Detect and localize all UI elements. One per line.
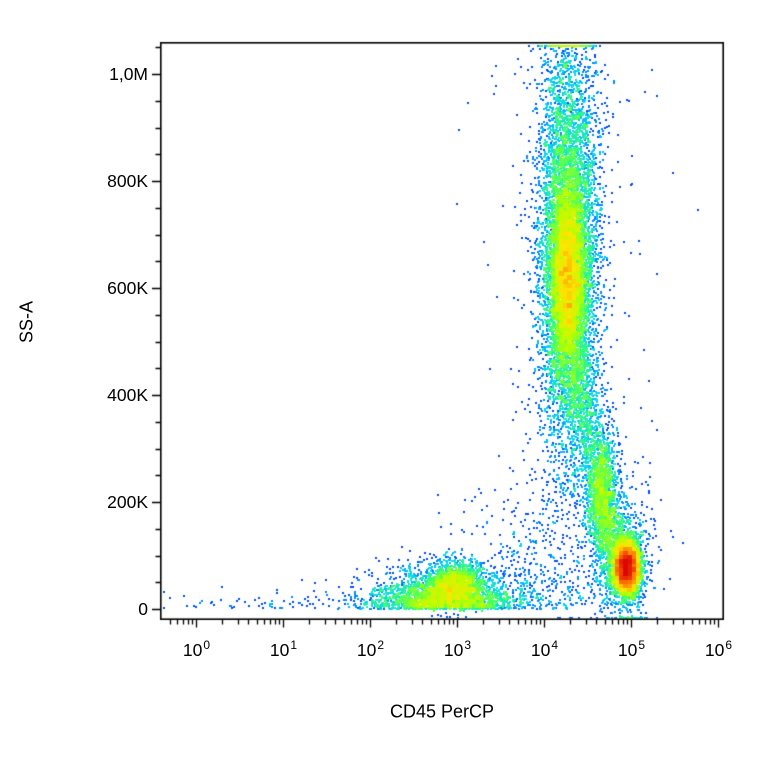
y-axis-title: SS-A: [16, 300, 37, 344]
x-tick-label: 102: [356, 638, 385, 660]
y-tick-label: 0: [138, 599, 148, 619]
x-tick-label: 100: [182, 638, 211, 660]
x-tick-label: 106: [704, 638, 733, 660]
y-tick-label: 600K: [107, 278, 148, 298]
x-tick-label: 103: [443, 638, 472, 660]
y-tick-label: 800K: [107, 171, 148, 191]
y-tick-label: 400K: [107, 385, 148, 405]
x-tick-label: 104: [530, 638, 559, 660]
x-tick-label: 101: [269, 638, 298, 660]
x-tick-label: 105: [617, 638, 646, 660]
y-tick-label: 1,0M: [109, 64, 148, 84]
x-axis-title: CD45 PerCP: [389, 701, 495, 722]
y-tick-label: 200K: [107, 492, 148, 512]
